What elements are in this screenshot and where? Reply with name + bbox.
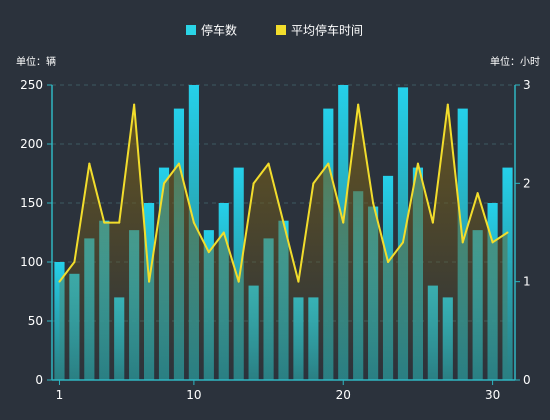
x-tick-label: 10: [186, 388, 201, 402]
line-point: [446, 103, 449, 106]
y-right-tick-label: 3: [523, 78, 531, 92]
x-tick-label: 30: [485, 388, 500, 402]
line-point: [342, 221, 345, 224]
line-point: [177, 162, 180, 165]
bar-mark: [502, 167, 513, 380]
line-point: [58, 280, 61, 283]
line-point: [118, 221, 121, 224]
line-point: [431, 221, 434, 224]
y-left-tick-label: 150: [20, 196, 43, 210]
line-point: [163, 182, 166, 185]
line-point: [73, 261, 76, 263]
y-left-unit-label: 单位：辆: [16, 55, 56, 68]
line-point: [88, 162, 91, 165]
x-tick-label: 20: [336, 388, 351, 402]
x-tick-label: 1: [56, 388, 64, 402]
line-point: [506, 231, 509, 234]
y-right-tick-label: 0: [523, 373, 531, 387]
y-left-tick-label: 200: [20, 137, 43, 151]
bar-mark: [233, 167, 244, 380]
line-point: [267, 162, 270, 165]
y-left-tick-label: 0: [35, 373, 43, 387]
line-point: [252, 182, 255, 185]
legend-swatch: [276, 25, 286, 35]
y-left-tick-label: 100: [20, 255, 43, 269]
legend-swatch: [186, 25, 196, 35]
line-point: [133, 103, 136, 106]
line-point: [237, 280, 240, 283]
line-point: [103, 221, 106, 224]
line-point: [327, 162, 330, 165]
line-point: [312, 182, 315, 185]
y-right-unit-label: 单位：小时: [490, 55, 540, 68]
line-point: [192, 221, 195, 224]
line-point: [207, 251, 210, 254]
line-point: [387, 261, 390, 263]
legend-label: 停车数: [201, 23, 237, 38]
y-right-tick-label: 2: [523, 176, 531, 190]
bar-mark: [397, 87, 409, 381]
line-point: [222, 231, 225, 234]
line-point: [372, 202, 375, 204]
line-point: [416, 162, 419, 165]
legend-label: 平均停车时间: [291, 23, 363, 38]
line-point: [491, 241, 494, 244]
line-point: [461, 241, 464, 244]
y-right-tick-label: 1: [523, 275, 531, 289]
line-point: [401, 241, 404, 244]
line-area: [59, 104, 508, 381]
line-point: [357, 103, 360, 106]
y-left-tick-label: 250: [20, 78, 43, 92]
line-point: [282, 221, 285, 224]
line-point: [148, 280, 151, 283]
line-point: [297, 280, 300, 283]
legend-item[interactable]: 停车数: [186, 23, 237, 38]
y-left-tick-label: 50: [28, 314, 43, 328]
line-point: [476, 192, 479, 195]
legend-item[interactable]: 平均停车时间: [276, 23, 363, 38]
